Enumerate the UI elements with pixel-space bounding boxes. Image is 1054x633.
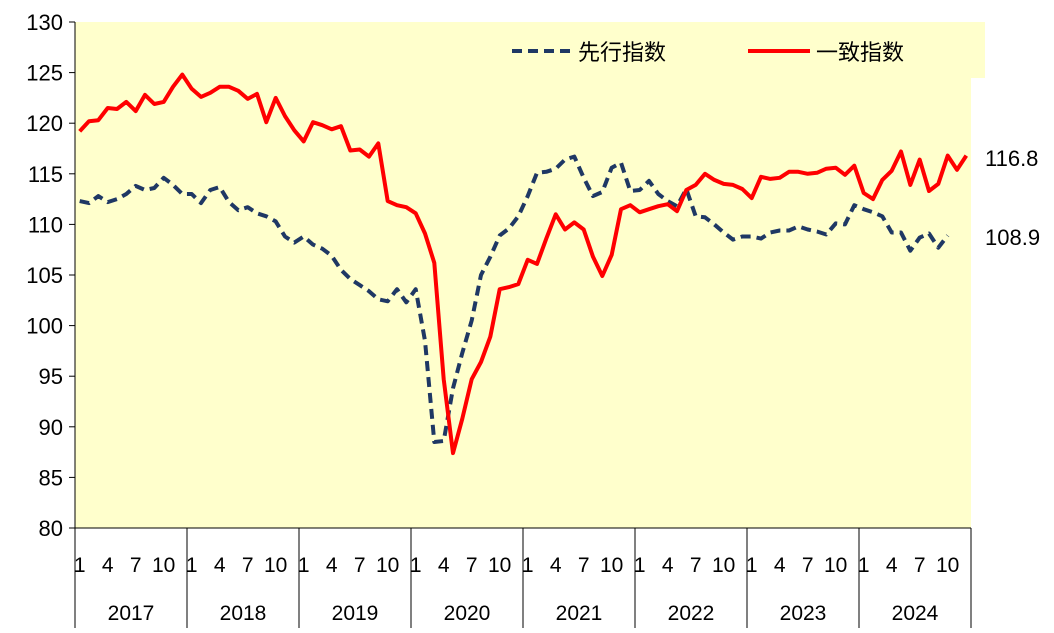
- x-month-label: 7: [802, 554, 814, 577]
- y-tick-label: 95: [39, 364, 63, 389]
- x-year-label: 2018: [220, 602, 267, 625]
- x-year-label: 2020: [444, 602, 491, 625]
- x-month-label: 7: [130, 554, 142, 577]
- x-month-label: 7: [578, 554, 590, 577]
- x-month-label: 4: [214, 554, 226, 577]
- x-year-label: 2024: [892, 602, 939, 625]
- series-line-leading: [79, 154, 950, 444]
- y-tick-label: 125: [26, 61, 63, 86]
- x-month-label: 7: [242, 554, 254, 577]
- x-month-label: 4: [662, 554, 674, 577]
- y-axis: 80 85 90 95 100 105 110 115 120 125 130: [26, 10, 76, 541]
- x-month-label: 1: [410, 554, 422, 577]
- x-month-label: 1: [746, 554, 758, 577]
- y-tick-label: 115: [28, 162, 63, 187]
- y-tick-label: 85: [39, 465, 63, 490]
- x-month-label: 10: [824, 554, 847, 577]
- x-month-label: 4: [102, 554, 114, 577]
- x-month-label: 7: [354, 554, 366, 577]
- x-month-label: 1: [298, 554, 310, 577]
- x-month-label: 4: [326, 554, 338, 577]
- x-month-label: 1: [186, 554, 198, 577]
- x-month-label: 4: [774, 554, 786, 577]
- x-month-label: 7: [914, 554, 926, 577]
- x-year-label: 2023: [780, 602, 827, 625]
- x-month-label: 4: [550, 554, 562, 577]
- x-month-label: 4: [886, 554, 898, 577]
- y-tick-label: 105: [26, 263, 63, 288]
- x-month-label: 10: [712, 554, 735, 577]
- end-label-coincident: 116.8: [985, 146, 1038, 171]
- legend-label-coincident: 一致指数: [816, 40, 904, 65]
- y-tick-label: 80: [39, 516, 63, 541]
- x-year-label: 2017: [108, 602, 155, 625]
- x-month-label: 10: [376, 554, 399, 577]
- x-month-label: 10: [600, 554, 623, 577]
- x-year-label: 2022: [668, 602, 715, 625]
- x-month-label: 10: [152, 554, 175, 577]
- x-month-label: 10: [264, 554, 287, 577]
- x-month-label: 7: [466, 554, 478, 577]
- series-layer: [78, 72, 968, 456]
- y-tick-label: 130: [26, 10, 63, 35]
- legend: 先行指数 一致指数: [445, 22, 985, 78]
- x-month-label: 1: [74, 554, 86, 577]
- x-month-label: 4: [438, 554, 450, 577]
- y-tick-label: 120: [26, 111, 63, 136]
- y-tick-label: 110: [28, 212, 63, 237]
- end-label-leading: 108.9: [985, 225, 1040, 250]
- x-year-label: 2021: [556, 602, 603, 625]
- legend-label-leading: 先行指数: [578, 40, 666, 65]
- series-line-coincident: [78, 72, 968, 456]
- x-year-label: 2019: [332, 602, 379, 625]
- x-month-label: 1: [522, 554, 534, 577]
- x-month-label: 10: [936, 554, 959, 577]
- x-month-label: 1: [858, 554, 870, 577]
- y-tick-label: 100: [26, 314, 63, 339]
- x-month-label: 10: [488, 554, 511, 577]
- x-month-label: 1: [634, 554, 646, 577]
- x-month-label: 7: [690, 554, 702, 577]
- y-tick-label: 90: [39, 415, 63, 440]
